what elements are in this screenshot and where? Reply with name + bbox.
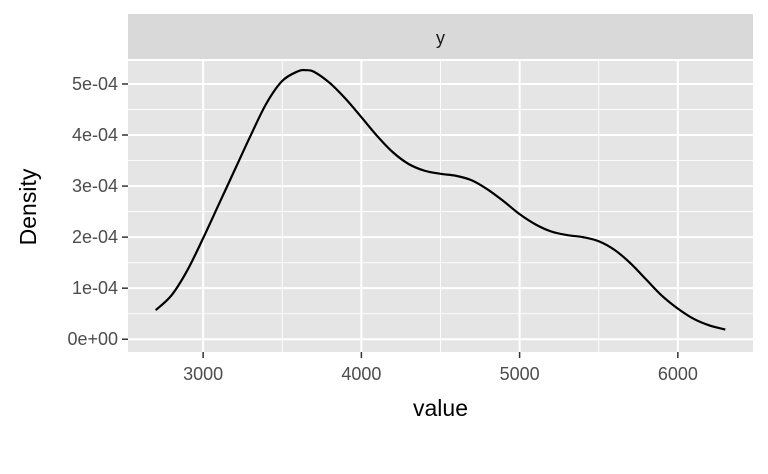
y-tick-label: 1e-04 xyxy=(72,278,118,298)
y-tick-label: 5e-04 xyxy=(72,74,118,94)
density-curve xyxy=(154,68,726,331)
facet-strip xyxy=(128,14,753,59)
y-tick-label: 0e+00 xyxy=(67,329,118,349)
x-tick-label: 6000 xyxy=(658,364,698,384)
major-gridlines xyxy=(128,61,753,352)
minor-gridlines xyxy=(128,61,753,352)
y-tick-label: 3e-04 xyxy=(72,176,118,196)
x-tick-label: 5000 xyxy=(500,364,540,384)
x-axis: 3000 4000 5000 6000 xyxy=(183,352,698,384)
x-tick-label: 3000 xyxy=(183,364,223,384)
y-axis-title: Density xyxy=(15,168,41,245)
x-axis-title: value xyxy=(413,395,468,421)
facet-strip-label: y xyxy=(436,28,445,48)
y-axis: 0e+00 1e-04 2e-04 3e-04 4e-04 5e-04 xyxy=(67,74,128,349)
y-tick-label: 2e-04 xyxy=(72,227,118,247)
y-tick-label: 4e-04 xyxy=(72,125,118,145)
x-tick-label: 4000 xyxy=(341,364,381,384)
